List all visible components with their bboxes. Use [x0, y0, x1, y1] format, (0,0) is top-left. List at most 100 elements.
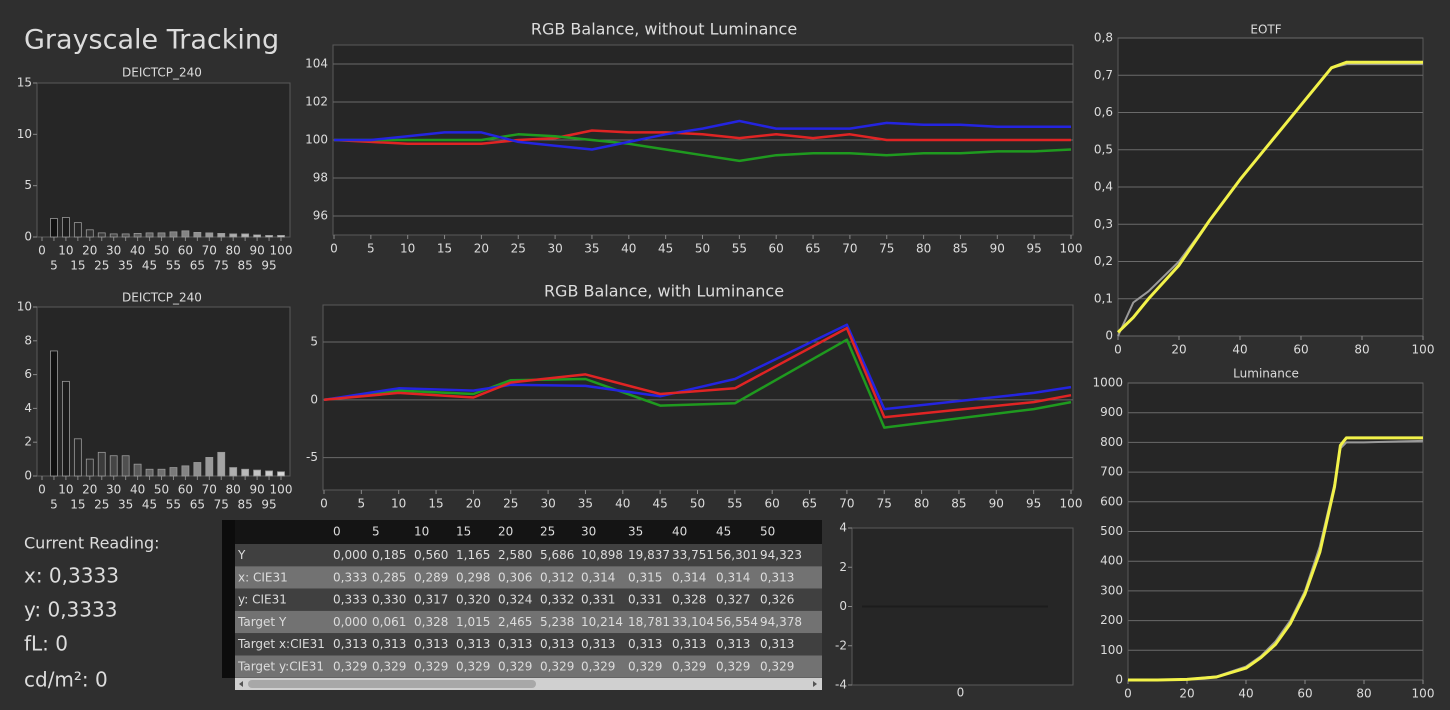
series-line	[323, 326, 1072, 419]
y-tick-label: 15	[17, 76, 32, 90]
plot-area	[322, 304, 1074, 491]
x-tick-label: 90	[249, 483, 264, 497]
bar	[229, 233, 238, 238]
y-tick-label: 5	[310, 335, 318, 349]
bar	[97, 232, 106, 238]
table-cell: 1,165	[456, 548, 490, 562]
x-tick-label: 60	[178, 483, 193, 497]
y-tick-label: 100	[1100, 643, 1123, 657]
x-tick-label: 30	[540, 497, 555, 511]
x-tick-label: 25	[94, 259, 109, 273]
table-cell: 0,306	[498, 570, 532, 584]
y-tick-label: 0,7	[1094, 68, 1113, 82]
series-line	[323, 323, 1072, 411]
column-header: 0	[333, 525, 341, 539]
table-cell: 0,313	[372, 637, 406, 651]
x-tick-label: 5	[50, 498, 58, 512]
column-header: 50	[760, 525, 775, 539]
y-tick-label: 500	[1100, 524, 1123, 538]
bar	[217, 451, 226, 477]
x-tick-label: 75	[214, 259, 229, 273]
x-tick-label: 80	[1354, 343, 1369, 357]
x-tick-label: 85	[238, 498, 253, 512]
bar	[265, 235, 273, 238]
y-tick-label: -2	[835, 638, 847, 652]
scrollbar-thumb[interactable]	[248, 680, 536, 688]
table-cell: 0,313	[333, 637, 367, 651]
x-tick-label: 95	[1027, 242, 1042, 256]
table-cell: 0,333	[333, 593, 367, 607]
series-line	[333, 129, 1071, 146]
x-tick-label: 65	[802, 497, 817, 511]
x-tick-label: 60	[1293, 343, 1308, 357]
table-cell: 0,332	[540, 593, 574, 607]
table-cell: 0,315	[628, 570, 662, 584]
x-tick-label: 15	[70, 498, 85, 512]
y-tick-label: 10	[17, 300, 32, 314]
table-cell: 5,238	[540, 615, 574, 629]
x-tick-label: 65	[190, 498, 205, 512]
bar	[73, 222, 82, 238]
x-tick-label: 70	[839, 497, 854, 511]
x-tick-label: 30	[547, 242, 562, 256]
table-cell: 94,323	[760, 548, 802, 562]
table-cell: 0,314	[716, 570, 750, 584]
table-cell: 0,329	[672, 660, 706, 674]
x-tick-label: 40	[130, 244, 145, 258]
x-tick-label: 60	[1297, 687, 1312, 701]
reading-heading: Current Reading:	[24, 534, 160, 553]
x-tick-label: 85	[238, 259, 253, 273]
x-tick-label: 15	[437, 242, 452, 256]
series-line	[1128, 436, 1423, 682]
column-header: 10	[414, 525, 429, 539]
y-tick-label: 0,2	[1094, 254, 1113, 268]
table-row	[235, 566, 822, 589]
table-cell: 94,378	[760, 615, 802, 629]
table-cell: 2,465	[498, 615, 532, 629]
bar	[217, 233, 226, 238]
table-cell: 56,301	[716, 548, 758, 562]
x-tick-label: 80	[1356, 687, 1371, 701]
reading-line: fL: 0	[24, 632, 68, 656]
y-tick-label: -4	[835, 678, 847, 692]
x-tick-label: 50	[690, 497, 705, 511]
x-tick-label: 75	[214, 498, 229, 512]
y-tick-label: 98	[313, 171, 328, 185]
table-cell: 0,328	[672, 593, 706, 607]
x-tick-label: 35	[578, 497, 593, 511]
row-label: Y	[237, 548, 246, 562]
x-tick-label: 55	[727, 497, 742, 511]
x-tick-label: 65	[190, 259, 205, 273]
x-tick-label: 5	[358, 497, 366, 511]
table-cell: 1,015	[456, 615, 490, 629]
x-tick-label: 10	[58, 244, 73, 258]
y-tick-label: 0	[1105, 329, 1113, 343]
x-tick-label: 10	[391, 497, 406, 511]
y-tick-label: 2	[24, 435, 32, 449]
table-cell: 0,329	[628, 660, 662, 674]
table-cell: 0,330	[372, 593, 406, 607]
x-tick-label: 100	[270, 483, 293, 497]
chart-title: RGB Balance, without Luminance	[531, 20, 797, 39]
y-tick-label: 96	[313, 209, 328, 223]
x-tick-label: 90	[249, 244, 264, 258]
chart-title: DEICTCP_240	[122, 291, 202, 305]
scroll-left[interactable]	[239, 681, 243, 687]
column-header: 25	[540, 525, 555, 539]
table-cell: 0,329	[716, 660, 750, 674]
table-cell: 10,898	[581, 548, 623, 562]
table-cell: 0,285	[372, 570, 406, 584]
y-tick-label: 102	[305, 95, 328, 109]
x-tick-label: 100	[1412, 343, 1435, 357]
table-cell: 0,313	[540, 637, 574, 651]
x-tick-label: 20	[474, 242, 489, 256]
x-tick-label: 20	[1171, 343, 1186, 357]
table-cell: 0,333	[333, 570, 367, 584]
table-cell: 0,329	[760, 660, 794, 674]
y-tick-label: 0	[839, 599, 847, 613]
scroll-right[interactable]	[813, 681, 817, 687]
x-tick-label: 35	[118, 259, 133, 273]
x-tick-label: 20	[82, 244, 97, 258]
y-tick-label: 10	[17, 127, 32, 141]
